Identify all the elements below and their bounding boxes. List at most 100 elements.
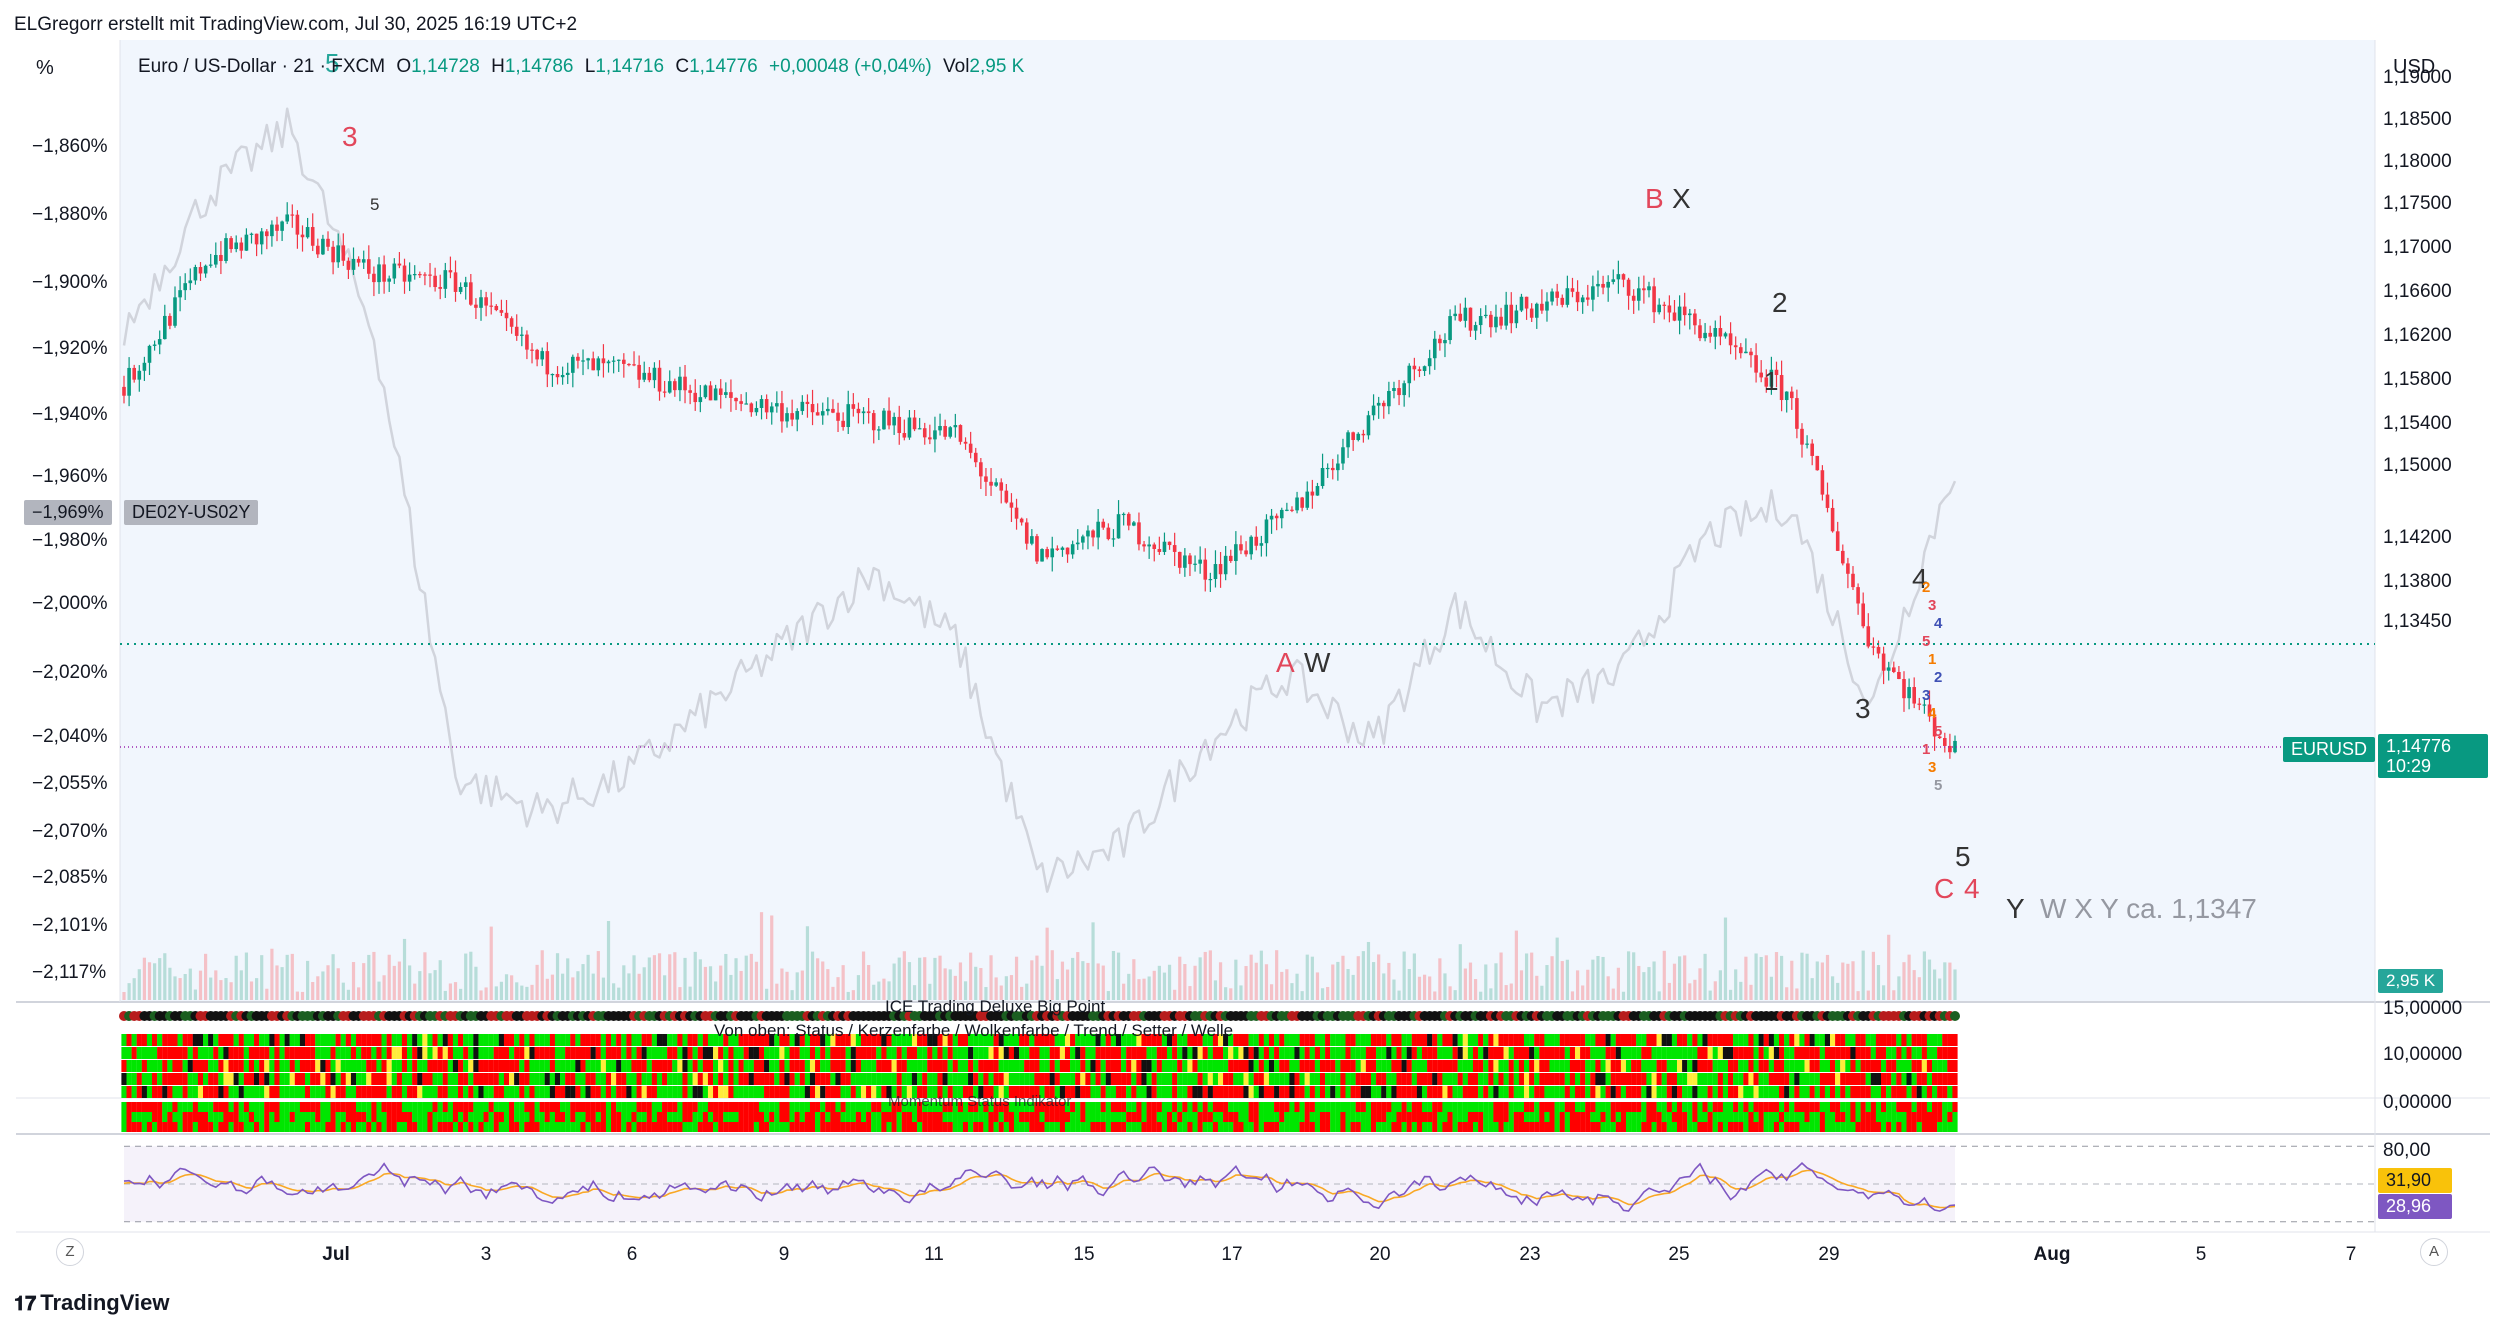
candle-body bbox=[1932, 716, 1937, 737]
eurusd-label-badge[interactable]: EURUSD bbox=[2283, 737, 2376, 762]
ice-cell bbox=[1059, 1060, 1066, 1072]
ice-cell bbox=[412, 1060, 418, 1072]
candle-body bbox=[591, 358, 596, 371]
ice-cell bbox=[1702, 1073, 1708, 1085]
ice-cell bbox=[738, 1060, 744, 1072]
candle-body bbox=[1239, 544, 1243, 551]
candle-body bbox=[295, 214, 300, 235]
volume-bar bbox=[418, 971, 422, 1000]
ice-cell bbox=[1355, 1047, 1361, 1059]
ice-cell bbox=[356, 1086, 362, 1098]
ice-cell bbox=[1595, 1073, 1601, 1085]
ice-cell bbox=[1391, 1034, 1397, 1046]
ice-cell bbox=[988, 1073, 994, 1085]
momentum-cell bbox=[855, 1112, 862, 1122]
momentum-cell bbox=[315, 1102, 321, 1112]
volume-bar bbox=[1851, 961, 1855, 1000]
ice-cell bbox=[1192, 1047, 1198, 1059]
ice-cell bbox=[121, 1047, 127, 1059]
momentum-cell bbox=[1605, 1112, 1611, 1122]
ice-cell bbox=[1692, 1060, 1698, 1072]
volume-bar bbox=[362, 963, 366, 1000]
ice-cell bbox=[1008, 1034, 1015, 1046]
ice-cell bbox=[274, 1086, 280, 1098]
ice-cell bbox=[218, 1034, 224, 1046]
ice-cell bbox=[376, 1034, 382, 1046]
momentum-cell bbox=[1794, 1122, 1800, 1132]
ice-cell bbox=[162, 1086, 168, 1098]
momentum-cell bbox=[345, 1112, 352, 1122]
momentum-cell bbox=[1620, 1102, 1627, 1112]
ice-cell bbox=[1115, 1034, 1122, 1046]
ice-cell bbox=[1365, 1073, 1372, 1085]
candle-body bbox=[601, 358, 606, 364]
ice-cell bbox=[238, 1034, 244, 1046]
left-axis-unit[interactable]: % bbox=[36, 57, 54, 79]
ice-cell bbox=[1207, 1034, 1213, 1046]
ice-cell bbox=[141, 1034, 148, 1046]
ice-cell bbox=[1110, 1034, 1117, 1046]
momentum-cell bbox=[1937, 1102, 1943, 1112]
momentum-cell bbox=[279, 1112, 285, 1122]
ice-cell bbox=[1518, 1034, 1525, 1046]
ice-cell bbox=[1921, 1086, 1927, 1098]
ice-cell bbox=[452, 1060, 459, 1072]
momentum-cell bbox=[784, 1102, 790, 1112]
ice-cell bbox=[799, 1047, 805, 1059]
momentum-cell bbox=[1794, 1102, 1800, 1112]
ice-cell bbox=[1136, 1047, 1142, 1059]
momentum-cell bbox=[269, 1122, 275, 1132]
ice-cell bbox=[1738, 1086, 1744, 1098]
momentum-cell bbox=[580, 1112, 586, 1122]
momentum-cell bbox=[1376, 1102, 1382, 1112]
ice-cell bbox=[815, 1060, 821, 1072]
momentum-cell bbox=[718, 1122, 724, 1132]
ice-cell bbox=[1911, 1034, 1917, 1046]
ice-cell bbox=[1636, 1073, 1642, 1085]
ice-cell bbox=[396, 1047, 403, 1059]
ice-cell bbox=[779, 1086, 785, 1098]
tradingview-brand[interactable]: 𝟏𝟕 TradingView bbox=[14, 1290, 169, 1316]
compare-label-badge[interactable]: DE02Y-US02Y bbox=[124, 500, 259, 525]
ice-cell bbox=[1197, 1073, 1203, 1085]
momentum-cell bbox=[738, 1112, 744, 1122]
volume-bar bbox=[1371, 962, 1376, 1000]
zoom-button[interactable]: Z bbox=[56, 1238, 84, 1266]
momentum-cell bbox=[968, 1112, 974, 1122]
momentum-cell bbox=[1029, 1102, 1035, 1112]
ice-cell bbox=[835, 1047, 841, 1059]
ice-cell bbox=[381, 1060, 387, 1072]
auto-scale-button[interactable]: A bbox=[2420, 1238, 2448, 1266]
symbol-name[interactable]: Euro / US-Dollar · 21 · FXCM bbox=[138, 56, 386, 77]
ice-cell bbox=[1707, 1060, 1713, 1072]
ice-cell bbox=[1712, 1034, 1718, 1046]
ice-cell bbox=[947, 1034, 953, 1046]
ice-cell bbox=[289, 1047, 295, 1059]
ice-cell bbox=[1370, 1034, 1377, 1046]
candle-body bbox=[1448, 316, 1452, 341]
ice-cell bbox=[1141, 1034, 1147, 1046]
momentum-cell bbox=[769, 1112, 775, 1122]
ice-cell bbox=[1870, 1073, 1876, 1085]
momentum-cell bbox=[1472, 1112, 1479, 1122]
volume-bar bbox=[1086, 962, 1090, 1000]
ice-cell bbox=[248, 1034, 255, 1046]
ice-cell bbox=[1416, 1086, 1423, 1098]
momentum-cell bbox=[1493, 1122, 1499, 1132]
sub-wave-digit: 3 bbox=[1928, 759, 1936, 776]
candle-body bbox=[1070, 544, 1075, 555]
ice-cell bbox=[1442, 1047, 1448, 1059]
ice-cell bbox=[1559, 1086, 1565, 1098]
ice-cell bbox=[1620, 1060, 1627, 1072]
momentum-cell bbox=[560, 1122, 566, 1132]
momentum-cell bbox=[1029, 1112, 1035, 1122]
ice-cell bbox=[646, 1034, 652, 1046]
ice-cell bbox=[371, 1034, 377, 1046]
ice-cell bbox=[1136, 1034, 1142, 1046]
right-axis-unit[interactable]: USD bbox=[2393, 56, 2436, 78]
symbol-legend[interactable]: Euro / US-Dollar · 21 · FXCM O1,14728 H1… bbox=[138, 56, 1030, 78]
ice-cell bbox=[646, 1047, 652, 1059]
candle-body bbox=[453, 272, 458, 292]
momentum-cell bbox=[1131, 1122, 1137, 1132]
